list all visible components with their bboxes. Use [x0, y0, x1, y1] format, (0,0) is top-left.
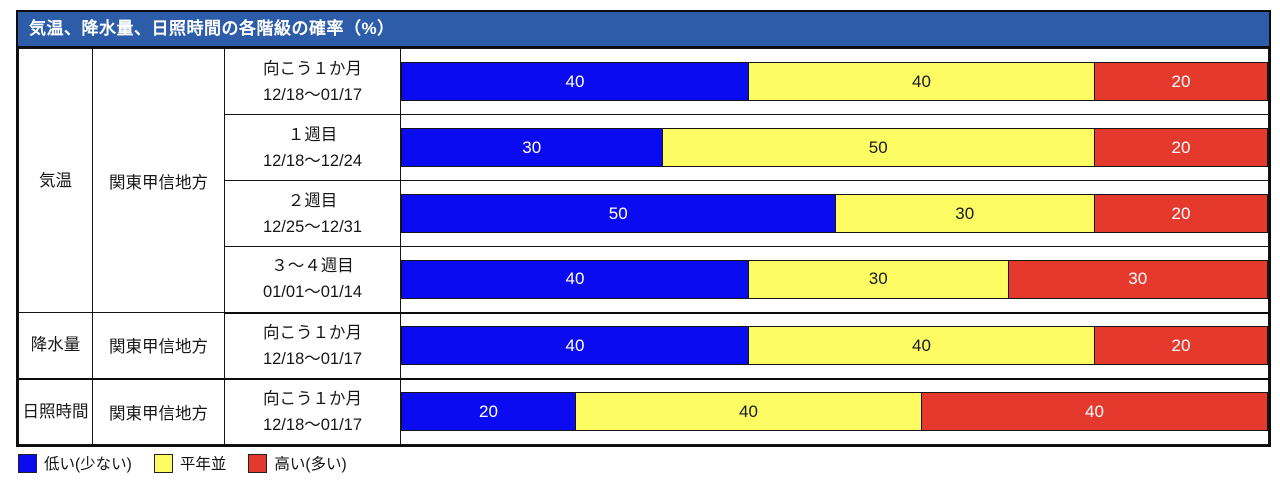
- page-title: 気温、降水量、日照時間の各階級の確率（%）: [29, 19, 395, 38]
- table-row: ３～４週目 01/01～01/14 40 30 30: [19, 246, 1269, 314]
- legend-item-normal: 平年並: [153, 452, 227, 474]
- bar-segment-high: 20: [1094, 195, 1267, 232]
- region-cell: 関東甲信地方: [92, 378, 225, 445]
- table-row: 日照時間 関東甲信地方 向こう１か月 12/18～01/17 20 40 40: [18, 378, 1269, 445]
- period-cell: ３～４週目 01/01～01/14: [224, 246, 401, 314]
- legend-swatch-normal-icon: [153, 453, 173, 473]
- bar-segment-high: 20: [1094, 63, 1267, 100]
- bar-segment-normal: 50: [661, 129, 1094, 166]
- bar-value: 50: [608, 203, 628, 223]
- bar-value: 20: [1171, 137, 1191, 157]
- period-label: ２週目: [287, 191, 338, 210]
- period-dates: 12/18～12/24: [262, 151, 363, 170]
- period-label: 向こう１か月: [263, 323, 362, 342]
- bar-value: 20: [1171, 71, 1191, 91]
- bar-value: 20: [1171, 203, 1191, 223]
- bar-segment-low: 40: [402, 63, 748, 100]
- table-row: １週目 12/18～12/24 30 50 20: [19, 114, 1269, 181]
- bar-value: 20: [479, 401, 498, 421]
- probability-bar: 20 40 40: [401, 392, 1268, 432]
- bar-segment-normal: 40: [748, 63, 1094, 100]
- bar-cell: 20 40 40: [400, 378, 1269, 445]
- bar-segment-high: 20: [1094, 129, 1267, 166]
- element-cell-sunshine: 日照時間: [18, 378, 93, 445]
- table-row: 降水量 関東甲信地方 向こう１か月 12/18～01/17 40 40 20: [18, 312, 1269, 380]
- bar-segment-high: 20: [1094, 327, 1267, 364]
- bar-cell: 40 40 20: [400, 48, 1269, 115]
- bar-value: 40: [565, 335, 585, 355]
- bar-segment-normal: 40: [748, 327, 1094, 364]
- period-dates: 12/18～01/17: [262, 85, 363, 104]
- bar-value: 30: [522, 137, 542, 157]
- bar-value: 40: [912, 335, 931, 355]
- period-label: 向こう１か月: [263, 389, 362, 408]
- bar-value: 40: [1085, 401, 1104, 421]
- legend-swatch-high-icon: [248, 453, 268, 473]
- period-cell: 向こう１か月 12/18～01/17: [224, 312, 401, 380]
- bar-segment-high: 40: [921, 393, 1267, 431]
- legend-label: 平年並: [179, 456, 227, 473]
- bar-value: 40: [565, 71, 585, 91]
- period-cell: 向こう１か月 12/18～01/17: [224, 48, 401, 115]
- probability-bar: 30 50 20: [401, 128, 1268, 167]
- bar-cell: 30 50 20: [400, 114, 1269, 181]
- forecast-table-panel: 気温、降水量、日照時間の各階級の確率（%） 気温 関東甲信地方 向こう１か月 1…: [16, 10, 1271, 447]
- bar-value: 30: [955, 203, 975, 223]
- bar-segment-low: 40: [402, 260, 748, 298]
- element-cell-precipitation: 降水量: [18, 312, 93, 380]
- region-cell: 関東甲信地方: [92, 312, 225, 380]
- bar-value: 30: [1128, 269, 1148, 289]
- bar-segment-low: 50: [402, 195, 835, 232]
- probability-bar: 40 40 20: [401, 326, 1268, 365]
- bar-segment-low: 20: [402, 393, 575, 431]
- bar-cell: 40 30 30: [400, 246, 1269, 314]
- table-row: ２週目 12/25～12/31 50 30 20: [19, 180, 1269, 247]
- bar-segment-low: 30: [402, 129, 662, 166]
- period-label: １週目: [287, 125, 338, 144]
- title-bar: 気温、降水量、日照時間の各階級の確率（%）: [18, 12, 1269, 48]
- element-cell-temperature: 気温: [18, 48, 93, 313]
- table-row: 気温 関東甲信地方 向こう１か月 12/18～01/17 40 40 20: [18, 48, 1269, 313]
- period-cell: ２週目 12/25～12/31: [224, 180, 401, 247]
- legend-label: 高い(多い): [274, 456, 347, 473]
- bar-value: 50: [868, 137, 888, 157]
- forecast-table: 気温 関東甲信地方 向こう１か月 12/18～01/17 40 40 20 １週…: [18, 48, 1269, 445]
- bar-segment-normal: 40: [575, 393, 921, 431]
- period-dates: 12/18～01/17: [262, 349, 363, 368]
- period-dates: 12/18～01/17: [262, 415, 363, 434]
- bar-segment-normal: 30: [834, 195, 1094, 232]
- probability-bar: 50 30 20: [401, 194, 1268, 233]
- bar-cell: 40 40 20: [400, 312, 1269, 380]
- bar-segment-high: 30: [1007, 260, 1267, 298]
- bar-cell: 50 30 20: [400, 180, 1269, 247]
- bar-value: 20: [1171, 335, 1191, 355]
- bar-value: 40: [912, 71, 931, 91]
- bar-segment-normal: 30: [748, 260, 1008, 298]
- period-label: ３～４週目: [271, 257, 354, 276]
- bar-value: 40: [739, 401, 758, 421]
- period-cell: 向こう１か月 12/18～01/17: [224, 378, 401, 445]
- legend: 低い(少ない) 平年並 高い(多い): [18, 452, 347, 474]
- period-label: 向こう１か月: [263, 59, 362, 78]
- bar-segment-low: 40: [402, 327, 748, 364]
- legend-label: 低い(少ない): [44, 456, 132, 473]
- legend-item-low: 低い(少ない): [18, 452, 132, 474]
- bar-value: 30: [868, 269, 888, 289]
- probability-bar: 40 30 30: [401, 259, 1268, 299]
- period-dates: 12/25～12/31: [262, 217, 363, 236]
- period-dates: 01/01～01/14: [262, 283, 363, 302]
- period-cell: １週目 12/18～12/24: [224, 114, 401, 181]
- region-cell: 関東甲信地方: [92, 48, 225, 313]
- bar-value: 40: [565, 269, 585, 289]
- probability-bar: 40 40 20: [401, 62, 1268, 101]
- legend-swatch-low-icon: [18, 453, 37, 473]
- legend-item-high: 高い(多い): [248, 452, 347, 474]
